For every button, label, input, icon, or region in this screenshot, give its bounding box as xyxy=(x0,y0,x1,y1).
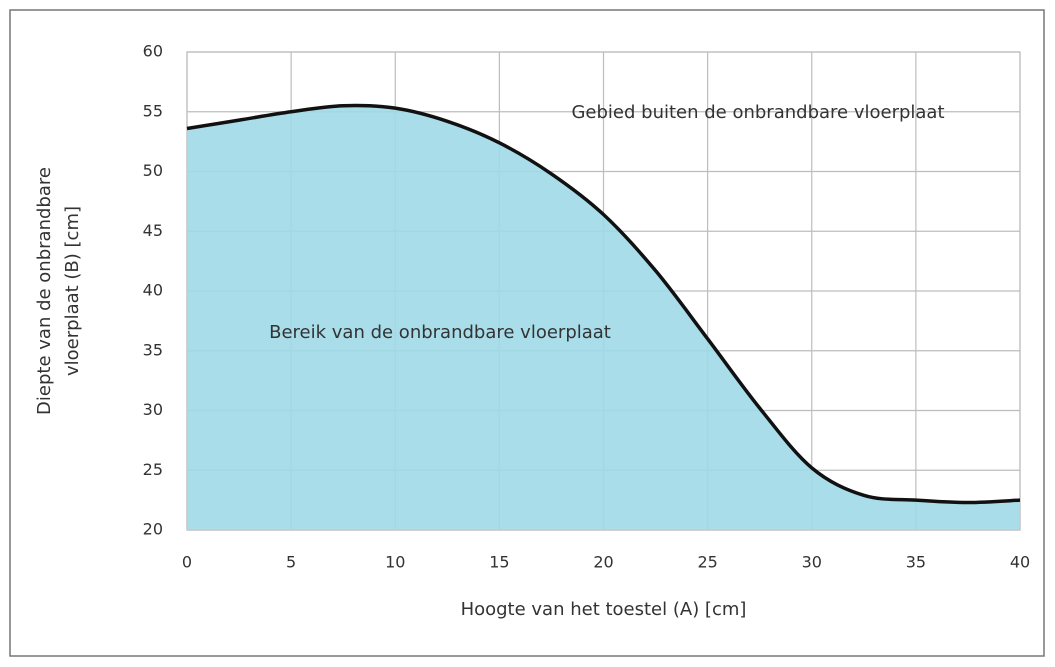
x-axis-label: Hoogte van het toestel (A) [cm] xyxy=(461,599,747,620)
y-tick-label: 45 xyxy=(143,221,163,240)
plot xyxy=(186,103,1021,530)
annotation: Gebied buiten de onbrandbare vloerplaat xyxy=(571,102,944,123)
x-tick-label: 25 xyxy=(697,553,717,572)
y-tick-label: 30 xyxy=(143,400,163,419)
y-tick-label: 25 xyxy=(143,460,163,479)
y-tick-label: 20 xyxy=(143,520,163,539)
x-tick-label: 40 xyxy=(1010,553,1030,572)
x-tick-label: 35 xyxy=(906,553,926,572)
x-tick-label: 20 xyxy=(593,553,613,572)
x-tick-label: 10 xyxy=(385,553,405,572)
y-axis-label: vloerplaat (B) [cm] xyxy=(62,206,83,376)
boundary-line xyxy=(186,103,1021,505)
x-tick-label: 30 xyxy=(802,553,822,572)
labels: 20 25 30 35 40 45 50 55 60 0 5 10 15 20 25 30 35 40 Hoogte… xyxy=(34,42,1030,621)
x-tick-label: 0 xyxy=(182,553,192,572)
y-tick-label: 55 xyxy=(143,101,163,120)
annotation: Bereik van de onbrandbare vloerplaat xyxy=(269,322,611,343)
y-tick-label: 60 xyxy=(143,42,163,61)
area-fill xyxy=(187,105,1020,530)
x-tick-label: 5 xyxy=(286,553,296,572)
y-tick-label: 50 xyxy=(143,161,163,180)
x-tick-label: 15 xyxy=(489,553,509,572)
y-tick-label: 40 xyxy=(143,281,163,300)
y-axis-label: Diepte van de onbrandbare xyxy=(34,167,55,415)
y-tick-label: 35 xyxy=(143,340,163,359)
